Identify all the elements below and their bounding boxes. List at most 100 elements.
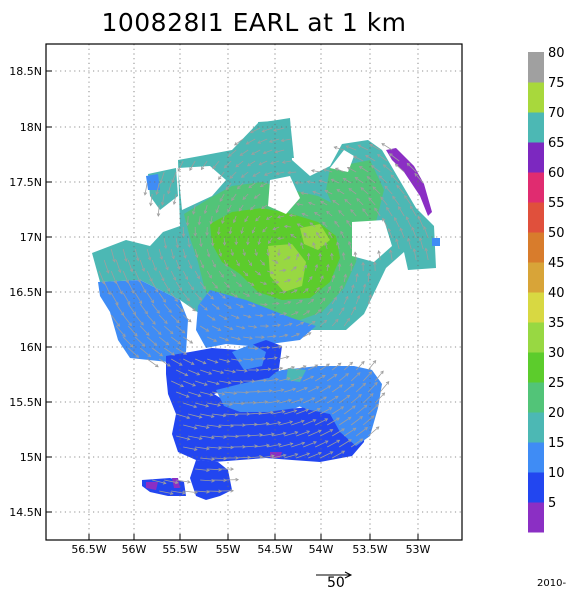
wind-vector-arrow	[156, 204, 161, 217]
wind-vector-arrow	[234, 138, 244, 146]
wind-vector-arrow	[243, 379, 256, 383]
wind-vector-arrow	[313, 211, 321, 217]
wind-vector-arrow	[314, 286, 320, 294]
wind-vector-arrow	[272, 301, 280, 306]
wind-vector-arrow	[319, 407, 333, 415]
wind-vector-arrow	[103, 259, 110, 274]
wind-vector-arrow	[350, 394, 362, 404]
wind-vector-arrow	[296, 430, 311, 437]
wind-vector-arrow	[223, 160, 232, 169]
wind-vector-arrow	[235, 259, 240, 267]
wind-vector-arrow	[290, 233, 297, 239]
wind-vector-arrow	[334, 220, 340, 228]
wind-vector-arrow	[366, 272, 371, 283]
wind-vector-arrow	[267, 442, 282, 448]
wind-vector-arrow	[284, 387, 297, 393]
wind-vector-arrow	[314, 309, 322, 316]
wind-vector-arrow	[163, 237, 168, 250]
colorbar-label: 40	[548, 286, 565, 301]
wind-vector-arrow	[272, 388, 285, 393]
wind-vector-arrow	[303, 397, 316, 404]
wind-vector-arrow	[326, 210, 333, 217]
wind-vector-arrow	[146, 336, 158, 347]
wind-vector-arrow	[176, 413, 191, 420]
wind-vector-arrow	[255, 400, 269, 404]
wind-vector-arrow	[263, 171, 273, 176]
wind-vector-arrow	[188, 391, 202, 398]
wind-vector-arrow	[110, 248, 116, 263]
wind-vector-arrow	[367, 403, 379, 415]
colorbar-swatch	[528, 472, 544, 503]
wind-speed-lightblue-region	[432, 238, 440, 246]
wind-vector-arrow	[218, 248, 223, 257]
wind-vector-arrow	[333, 146, 345, 151]
no-data-gap	[268, 176, 300, 214]
wind-vector-arrow	[373, 261, 377, 272]
wind-vector-arrow	[302, 332, 312, 338]
wind-vector-arrow	[182, 336, 194, 344]
wind-vector-arrow	[303, 375, 315, 382]
wind-vector-arrow	[284, 453, 299, 459]
wind-vector-arrow	[254, 270, 262, 276]
colorbar-swatch	[528, 322, 544, 353]
wind-vector-arrow	[365, 154, 376, 162]
wind-vector-arrow	[362, 208, 369, 217]
wind-vector-arrow	[183, 380, 196, 387]
wind-vector-arrow	[331, 274, 336, 283]
wind-vector-arrow	[175, 259, 181, 270]
wind-vector-arrow	[227, 204, 232, 213]
wind-vector-arrow	[171, 171, 177, 184]
colorbar-swatch	[528, 142, 544, 173]
wind-speed-lightblue-region	[232, 344, 266, 370]
wind-vector-arrow	[353, 251, 358, 261]
wind-vector-arrow	[258, 160, 268, 166]
lat-tick-label: 16.5N	[9, 286, 42, 299]
wind-vector-arrow	[395, 238, 400, 250]
wind-vector-arrow	[407, 237, 412, 250]
wind-vector-arrow	[367, 294, 372, 305]
wind-vector-arrow	[410, 205, 417, 217]
wind-vector-arrow	[355, 294, 361, 305]
wind-vector-arrow	[277, 248, 281, 257]
wind-vector-arrow	[315, 418, 329, 426]
wind-vector-arrow	[183, 490, 198, 495]
wind-vector-arrow	[257, 237, 261, 246]
wind-vector-arrow	[288, 242, 292, 250]
lat-tick-label: 14.5N	[9, 506, 42, 519]
wind-vector-arrow	[296, 386, 308, 393]
longitude-axis: 56.5W 56W 55.5W 55W 54.5W 54W 53.5W 53W	[71, 534, 431, 556]
wind-vector-arrow	[227, 149, 237, 157]
wind-vector-arrow	[389, 249, 393, 261]
wind-vector-arrow	[348, 188, 357, 195]
wind-vector-arrow	[283, 256, 291, 261]
wind-vector-arrow	[259, 182, 268, 187]
wind-vector-arrow	[296, 223, 304, 228]
wind-vector-arrow	[387, 227, 393, 239]
wind-vector-arrow	[146, 314, 156, 325]
wind-vector-arrow	[253, 193, 261, 199]
wind-vector-arrow	[163, 325, 174, 335]
lon-tick-label: 56W	[122, 543, 147, 556]
wind-vector-arrow	[338, 209, 345, 217]
colorbar-swatch	[528, 292, 544, 323]
wind-vector-arrow	[267, 334, 277, 339]
wind-vector-arrow	[272, 366, 284, 371]
wind-vector-arrow	[219, 358, 231, 363]
wind-vector-arrow	[211, 303, 220, 310]
wind-vector-arrow	[406, 162, 417, 173]
wind-vector-arrow	[224, 434, 240, 439]
wind-vector-arrow	[303, 419, 317, 426]
wind-vector-arrow	[248, 368, 260, 372]
wind-vector-arrow	[361, 261, 365, 272]
wind-vector-arrow	[319, 297, 326, 305]
wind-vector-arrow	[291, 376, 303, 382]
wind-vector-arrow	[272, 453, 287, 459]
wind-vector-arrow	[199, 259, 205, 269]
wind-vector-arrow	[127, 325, 138, 337]
wind-scale-label: 50	[327, 575, 345, 591]
wind-vector-arrow	[158, 358, 171, 367]
wind-vector-arrow	[134, 270, 141, 283]
wind-vector-arrow	[279, 377, 291, 382]
wind-vector-arrow	[377, 250, 381, 261]
wind-vector-arrow	[314, 374, 326, 382]
